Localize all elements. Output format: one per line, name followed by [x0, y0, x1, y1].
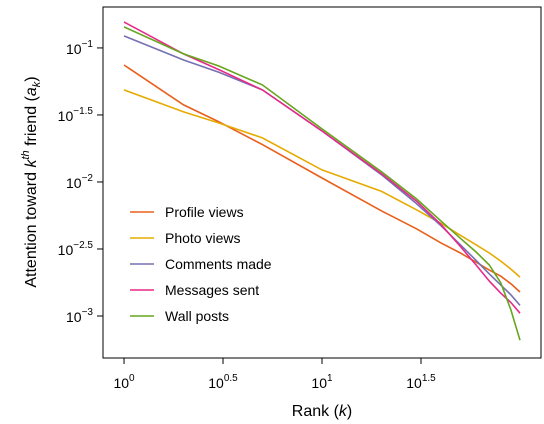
tick-exponent: 1.5	[422, 373, 436, 384]
plot-frame	[102, 6, 542, 359]
y-label-var: k	[23, 159, 40, 168]
tick-exponent: −2	[82, 173, 94, 184]
tick-label: 101.5	[406, 373, 436, 391]
tick-label: 10−1.5	[58, 106, 94, 124]
y-label-text: )	[23, 76, 40, 81]
tick-base: 10	[113, 375, 129, 391]
series-line	[123, 21, 521, 314]
tick-label: 10−1	[66, 39, 93, 57]
tick-exponent: 1	[327, 373, 333, 384]
tick-base: 10	[208, 375, 224, 391]
series-line	[123, 26, 521, 341]
x-label-var: k	[339, 403, 348, 420]
series-line	[123, 89, 521, 278]
tick-base: 10	[66, 41, 82, 57]
tick-label: 100.5	[208, 373, 238, 391]
tick-exponent: −1.5	[73, 106, 93, 117]
tick-base: 10	[311, 375, 327, 391]
legend-label: Comments made	[165, 256, 272, 272]
tick-label: 101	[311, 373, 333, 391]
tick-exponent: −2.5	[73, 240, 93, 251]
legend-label: Wall posts	[165, 308, 229, 324]
tick-base: 10	[66, 309, 82, 325]
tick-label: 100	[113, 373, 135, 391]
legend-label: Messages sent	[165, 282, 259, 298]
tick-exponent: 0	[129, 373, 135, 384]
y-label-sub: k	[31, 81, 43, 87]
tick-base: 10	[58, 108, 74, 124]
tick-base: 10	[58, 242, 74, 258]
legend-label: Profile views	[165, 204, 244, 220]
tick-exponent: −3	[82, 307, 94, 318]
series-line	[123, 35, 521, 306]
tick-label: 10−3	[66, 307, 93, 325]
y-label-text: friend (	[23, 95, 40, 150]
y-axis-label: Attention toward kth friend (ak)	[20, 76, 43, 287]
legend-label: Photo views	[165, 230, 240, 246]
tick-base: 10	[66, 175, 82, 191]
tick-base: 10	[406, 375, 422, 391]
y-label-var: a	[23, 87, 40, 96]
x-label-text: )	[347, 403, 352, 420]
x-axis-label: Rank (k)	[292, 403, 352, 420]
tick-label: 10−2.5	[58, 240, 94, 258]
y-label-text: Attention toward	[23, 168, 40, 288]
tick-exponent: −1	[82, 39, 94, 50]
tick-label: 10−2	[66, 173, 93, 191]
y-label-sup: th	[20, 150, 32, 159]
tick-exponent: 0.5	[224, 373, 238, 384]
x-label-text: Rank (	[292, 403, 340, 420]
